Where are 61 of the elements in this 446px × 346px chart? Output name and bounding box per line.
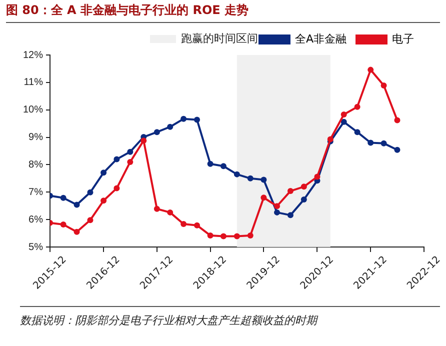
- point: [167, 124, 174, 130]
- point: [260, 194, 267, 201]
- legend-label: 跑赢的时间区间: [181, 31, 258, 46]
- point: [167, 209, 174, 216]
- point: [300, 196, 307, 203]
- point: [340, 118, 347, 125]
- point: [180, 220, 187, 227]
- point: [220, 233, 226, 240]
- point: [140, 138, 147, 144]
- y-tick-label: 8%: [28, 159, 44, 170]
- point: [380, 140, 387, 146]
- point: [60, 194, 66, 201]
- y-tick-label: 10%: [23, 104, 44, 116]
- legend-label: 全A非金融: [294, 32, 347, 46]
- point: [300, 184, 307, 190]
- point: [260, 176, 267, 183]
- point: [247, 175, 254, 182]
- point: [114, 156, 120, 162]
- point: [114, 185, 120, 192]
- point: [368, 140, 374, 146]
- point: [340, 112, 347, 118]
- point: [287, 188, 294, 194]
- point: [354, 104, 360, 110]
- point: [127, 148, 134, 155]
- point: [207, 232, 214, 238]
- point: [100, 198, 107, 204]
- y-tick-label: 12%: [23, 50, 44, 61]
- point: [154, 206, 160, 212]
- point: [87, 189, 94, 196]
- point: [127, 158, 134, 165]
- point: [247, 232, 254, 238]
- point: [207, 160, 214, 167]
- point: [394, 117, 400, 124]
- point: [234, 233, 240, 240]
- text: 数据说明：阴影部分是电子行业相对大盘产生超额收益的时期: [20, 313, 320, 328]
- point: [154, 129, 160, 136]
- point: [74, 202, 80, 208]
- point: [287, 212, 294, 218]
- point: [274, 209, 280, 216]
- point: [274, 203, 280, 210]
- point: [380, 82, 387, 88]
- point: [100, 170, 107, 176]
- point: [368, 66, 374, 73]
- legend-label: 电子: [392, 32, 414, 46]
- y-tick-label: 11%: [24, 77, 44, 88]
- point: [394, 146, 400, 153]
- chart-title: 图 80：全 A 非金融与电子行业的 ROE 走势: [6, 2, 440, 23]
- point: [74, 228, 80, 235]
- point: [180, 116, 187, 122]
- point: [354, 129, 360, 136]
- point: [87, 217, 94, 224]
- point: [194, 222, 200, 228]
- point: [220, 163, 226, 170]
- y-tick-label: 6%: [28, 214, 44, 226]
- point: [60, 222, 66, 228]
- point: [234, 171, 240, 178]
- y-tick-label: 7%: [28, 186, 44, 198]
- point: [314, 174, 320, 180]
- y-tick-label: 9%: [28, 132, 44, 144]
- point: [194, 116, 200, 123]
- y-tick-label: 5%: [28, 242, 44, 253]
